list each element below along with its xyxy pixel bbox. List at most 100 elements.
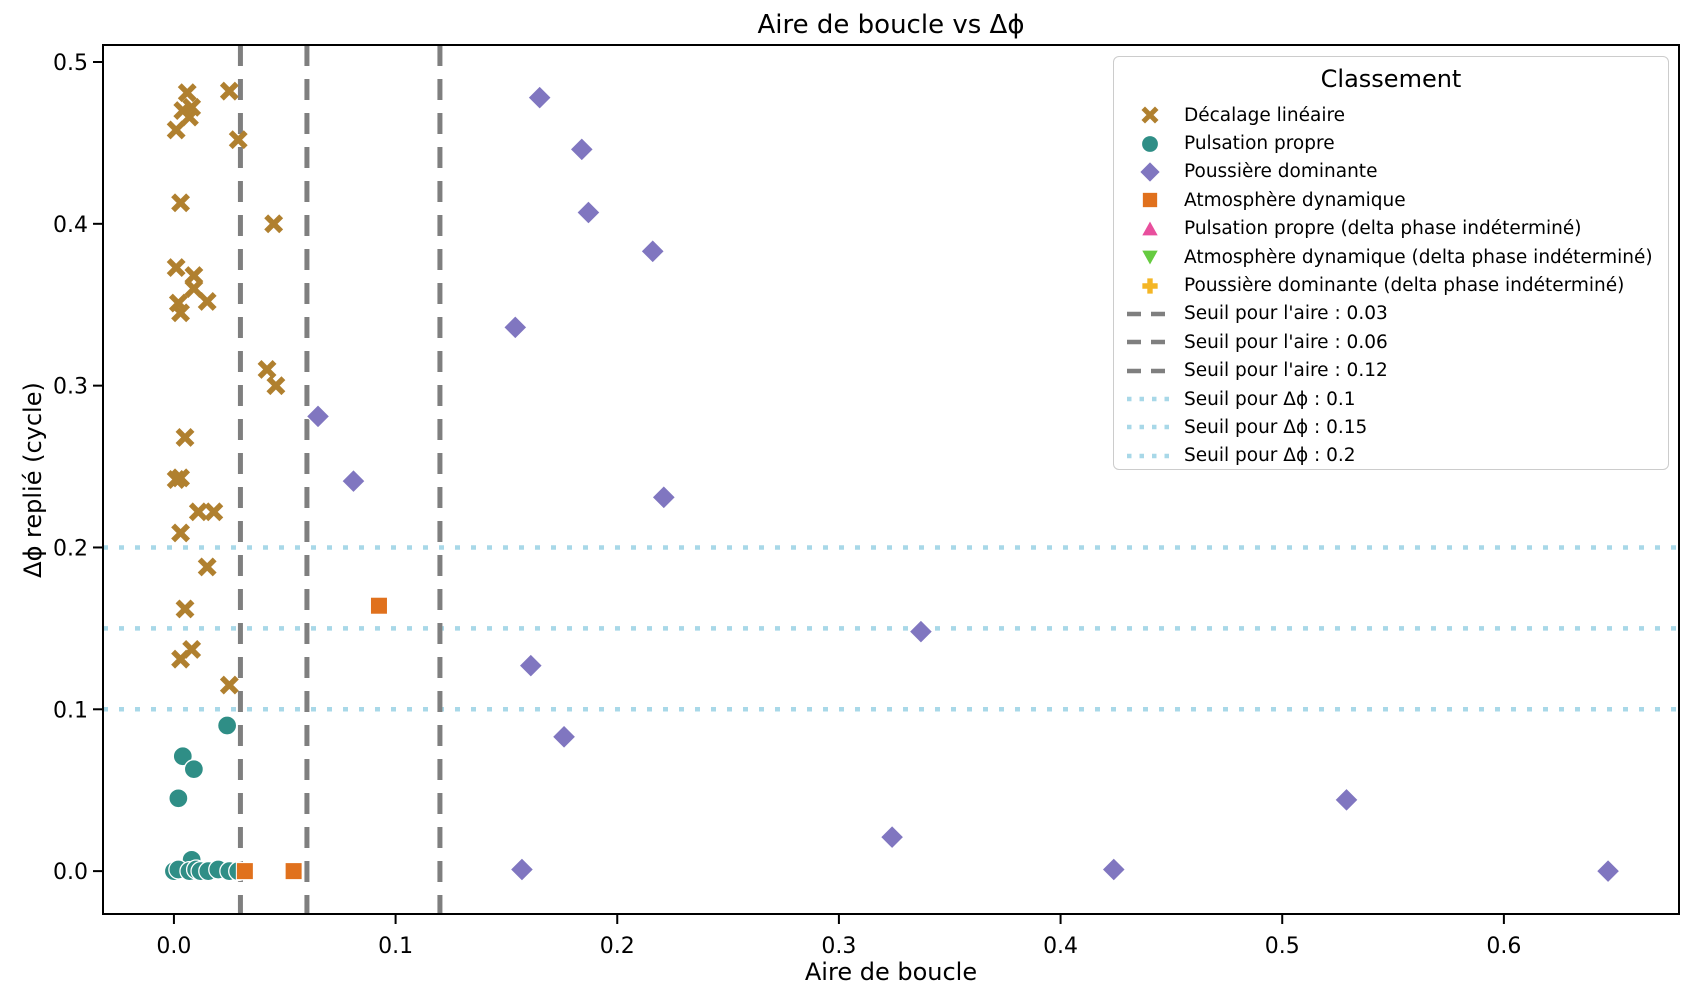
x-tick-label: 0.1 [378, 934, 413, 959]
legend-marker-circle-icon [1140, 134, 1160, 153]
legend-item-label: Poussière dominante [1184, 161, 1378, 183]
x-tick-label: 0.0 [156, 934, 191, 959]
legend-item: Pulsation propre [1114, 129, 1668, 157]
scatter-point-square [235, 862, 254, 881]
scatter-point-diamond [879, 824, 905, 850]
legend-item-label: Seuil pour l'aire : 0.12 [1184, 360, 1388, 382]
legend-marker-dotted-icon [1127, 425, 1173, 430]
y-tick-label: 0.5 [53, 51, 88, 76]
legend-rows: Décalage linéaire Pulsation propre Poussiè… [1114, 101, 1668, 470]
scatter-point-x [219, 81, 239, 101]
scatter-point-x [197, 292, 217, 311]
scatter-point-square [1141, 192, 1159, 209]
y-axis-label: Δϕ replié (cycle) [19, 382, 47, 578]
y-tick-label: 0.1 [53, 698, 88, 723]
scatter-point-x [175, 599, 195, 619]
scatter-point-x [166, 258, 186, 277]
scatter-point-circle [183, 759, 205, 780]
scatter-point-x [171, 303, 191, 323]
legend-item: Atmosphère dynamique [1114, 186, 1668, 214]
legend-marker-x-icon [1141, 106, 1159, 124]
legend-item-label: Seuil pour Δϕ : 0.1 [1184, 388, 1356, 410]
axes-frame [102, 44, 1680, 915]
scatter-point-x [171, 649, 191, 669]
scatter-point-circle [1140, 134, 1160, 153]
legend-item: Poussière dominante [1114, 158, 1668, 186]
legend-item-label: Seuil pour Δϕ : 0.2 [1184, 445, 1356, 467]
chart-title: Aire de boucle vs Δϕ [757, 10, 1025, 40]
scatter-point-circle [216, 715, 238, 736]
x-tick-label: 0.4 [1043, 934, 1078, 959]
x-tick-label: 0.5 [1265, 934, 1300, 959]
scatter-point-plus [1142, 277, 1158, 294]
legend-item-label: Atmosphère dynamique [1184, 189, 1406, 211]
scatter-point-x [1141, 106, 1159, 124]
scatter-point-square [284, 862, 303, 881]
legend-title: Classement [1320, 65, 1462, 93]
legend-item: Pulsation propre (delta phase indétermin… [1114, 215, 1668, 243]
scatter-point-diamond [1101, 857, 1126, 882]
legend-marker-dotted-icon [1127, 396, 1173, 402]
legend-item: Décalage linéaire [1114, 101, 1668, 129]
legend-item: Seuil pour l'aire : 0.03 [1114, 300, 1668, 328]
scatter-point-x [171, 468, 191, 488]
scatter-point-x [184, 279, 204, 298]
scatter-point-square [369, 596, 388, 615]
legend-item-label: Pulsation propre (delta phase indétermin… [1184, 218, 1582, 240]
scatter-point-diamond [527, 85, 552, 110]
scatter-point-diamond [341, 468, 366, 494]
y-tick-label: 0.2 [53, 536, 88, 561]
y-tick-label: 0.0 [53, 860, 88, 885]
scatter-point-x [219, 675, 239, 695]
legend-item-label: Seuil pour l'aire : 0.06 [1184, 331, 1388, 353]
scatter-point-x [266, 376, 286, 396]
x-tick-label: 0.2 [600, 934, 635, 959]
x-axis-label: Aire de boucle [804, 958, 978, 986]
scatter-point-x [175, 427, 195, 447]
y-tick-label: 0.3 [53, 375, 88, 400]
legend-item-label: Poussière dominante (delta phase indéter… [1184, 275, 1625, 297]
scatter-point-diamond [518, 653, 544, 678]
legend-item: Seuil pour l'aire : 0.12 [1114, 357, 1668, 385]
x-tick-label: 0.3 [821, 934, 856, 959]
legend-item-label: Pulsation propre [1184, 133, 1335, 155]
legend-marker-triangle-down-icon [1140, 249, 1160, 267]
legend-box: Classement Décalage linéaire Pulsation pr… [1113, 56, 1669, 470]
scatter-point-diamond [908, 619, 934, 644]
scatter-point-triangle-down [1140, 249, 1160, 267]
legend-item-label: Décalage linéaire [1184, 104, 1346, 126]
legend-item: Seuil pour Δϕ : 0.2 [1114, 442, 1668, 470]
legend-item-label: Seuil pour l'aire : 0.03 [1184, 303, 1388, 325]
scatter-point-diamond [1138, 160, 1162, 184]
legend-marker-diamond-icon [1138, 160, 1162, 184]
scatter-point-diamond [305, 404, 331, 429]
scatter-point-diamond [503, 315, 528, 340]
scatter-point-x [197, 557, 217, 577]
legend-marker-dashed-icon [1127, 311, 1173, 317]
legend-item: Poussière dominante (delta phase indéter… [1114, 271, 1668, 299]
scatter-point-circle [168, 788, 189, 809]
legend-item-label: Seuil pour Δϕ : 0.15 [1184, 416, 1368, 438]
scatter-point-triangle-up [1140, 219, 1160, 237]
scatter-point-diamond [551, 724, 577, 750]
legend-item-label: Atmosphère dynamique (delta phase indéte… [1184, 246, 1653, 268]
scatter-point-x [264, 214, 284, 234]
scatter-point-x [204, 502, 224, 522]
legend-marker-square-icon [1141, 192, 1159, 209]
y-tick-label: 0.4 [53, 213, 88, 238]
scatter-point-x [177, 83, 197, 103]
legend-marker-triangle-up-icon [1140, 219, 1160, 237]
legend-marker-dashed-icon [1127, 340, 1173, 345]
scatter-point-diamond [509, 857, 535, 882]
scatter-point-diamond [640, 239, 665, 264]
scatter-point-circle [172, 746, 193, 767]
legend-marker-plus-icon [1142, 277, 1158, 294]
scatter-point-x [166, 120, 186, 140]
legend-item: Seuil pour Δϕ : 0.1 [1114, 385, 1668, 413]
scatter-point-x [180, 107, 199, 127]
legend-item: Seuil pour Δϕ : 0.15 [1114, 413, 1668, 441]
scatter-point-diamond [651, 485, 677, 510]
scatter-point-x [257, 360, 277, 379]
